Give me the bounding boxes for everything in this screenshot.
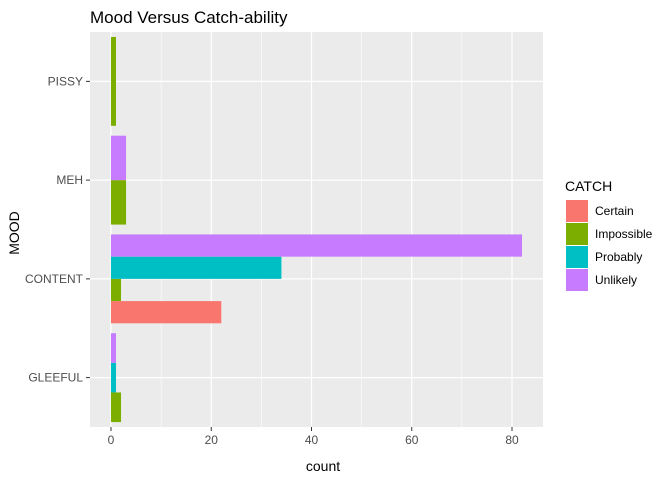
bar-content-unlikely <box>111 234 523 257</box>
plot-panel <box>90 32 543 427</box>
y-tick-label: CONTENT <box>25 272 84 286</box>
legend-label: Unlikely <box>595 273 637 287</box>
y-tick-label: GLEEFUL <box>28 371 83 385</box>
x-tick-label: 40 <box>305 433 319 447</box>
legend-title: CATCH <box>565 178 612 194</box>
x-tick-label: 80 <box>505 433 519 447</box>
legend-key-impossible <box>566 223 588 245</box>
y-axis-ticks: GLEEFUL CONTENT MEH PISSY <box>25 74 90 385</box>
x-tick-label: 0 <box>108 433 115 447</box>
y-tick-label: PISSY <box>48 74 83 88</box>
bar-gleeful-impossible <box>111 392 122 423</box>
legend-key-probably <box>566 246 588 268</box>
bar-meh-unlikely <box>111 135 127 181</box>
legend-label: Certain <box>595 204 634 218</box>
bar-pissy-impossible <box>111 36 117 126</box>
x-tick-label: 60 <box>405 433 419 447</box>
bar-gleeful-probably <box>111 362 117 393</box>
y-axis-title: MOOD <box>6 211 22 255</box>
legend-key-certain <box>566 200 588 222</box>
legend-key-unlikely <box>566 269 588 291</box>
bars <box>111 36 523 423</box>
chart-title: Mood Versus Catch-ability <box>90 8 288 27</box>
bar-gleeful-unlikely <box>111 333 117 363</box>
bar-meh-impossible <box>111 180 127 225</box>
legend-label: Probably <box>595 250 642 264</box>
bar-content-probably <box>111 256 282 279</box>
x-tick-label: 20 <box>205 433 219 447</box>
legend-label: Impossible <box>595 227 653 241</box>
y-tick-label: MEH <box>56 173 83 187</box>
bar-content-certain <box>111 301 222 324</box>
legend: CATCH Certain Impossible Probably Unlikely <box>565 178 653 291</box>
bar-content-impossible <box>111 278 122 302</box>
x-axis-ticks: 0 20 40 60 80 <box>108 427 519 447</box>
x-axis-title: count <box>306 458 340 474</box>
